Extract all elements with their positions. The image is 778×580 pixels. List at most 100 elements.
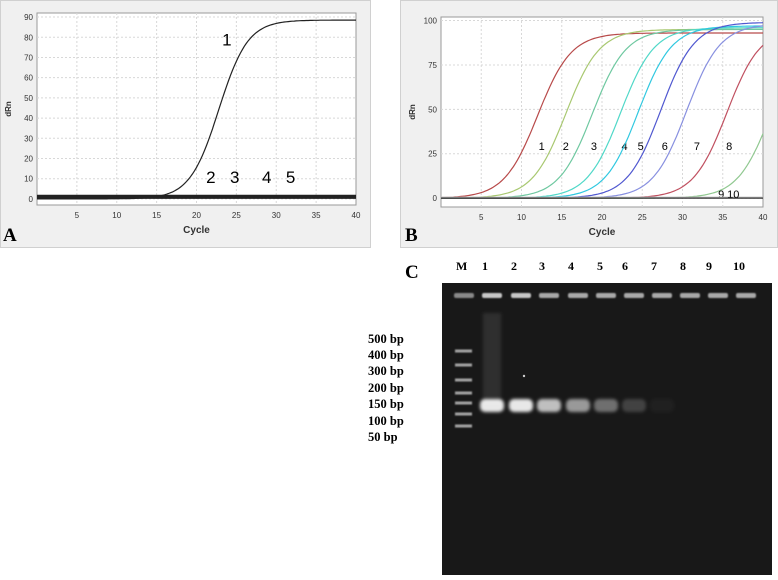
y-tick-label: 50 [428, 105, 437, 114]
well [454, 293, 474, 298]
well [624, 293, 644, 298]
series-label-2: 2 [206, 168, 215, 187]
well [482, 293, 502, 298]
ladder-band [455, 401, 472, 405]
ladder-band [455, 363, 472, 367]
x-tick-label: 15 [152, 211, 161, 220]
x-tick-label: 40 [352, 211, 361, 220]
lane-label-m: M [456, 259, 468, 273]
x-tick-label: 20 [598, 213, 607, 222]
x-tick-label: 35 [718, 213, 727, 222]
series-label-4: 4 [262, 168, 271, 187]
series-label-2: 2 [563, 141, 569, 153]
well [652, 293, 672, 298]
series-label-1: 1 [539, 141, 545, 153]
y-tick-label: 75 [428, 61, 437, 70]
pcr-band [480, 399, 504, 412]
x-tick-label: 5 [75, 211, 80, 220]
y-tick-label: 70 [24, 53, 33, 62]
x-tick-label: 40 [759, 213, 768, 222]
y-axis-label: dRn [408, 104, 417, 120]
series-label-8: 8 [726, 141, 732, 153]
ladder-band [455, 424, 472, 428]
series-label-3: 3 [591, 141, 597, 153]
panel-letter-c: C [405, 262, 419, 283]
series-label-9: 9 [718, 189, 724, 201]
series-label-1: 1 [222, 30, 231, 49]
lane-label-8: 8 [680, 259, 686, 273]
y-tick-label: 10 [24, 175, 33, 184]
ladder-band [455, 391, 472, 395]
series-label-3: 3 [230, 168, 239, 187]
ladder-label-300: 300 bp [368, 364, 404, 378]
panel-letter-b: B [405, 225, 418, 246]
panel-letter-a: A [3, 225, 17, 246]
x-tick-label: 10 [112, 211, 121, 220]
x-tick-label: 35 [312, 211, 321, 220]
plot-area [440, 16, 764, 208]
y-tick-label: 0 [29, 195, 34, 204]
pcr-band [594, 399, 618, 412]
y-tick-label: 90 [24, 13, 33, 22]
ladder-label-100: 100 bp [368, 414, 404, 428]
well [511, 293, 531, 298]
y-axis-label: dRn [4, 101, 13, 117]
lane-label-6: 6 [622, 259, 628, 273]
lane-label-2: 2 [511, 259, 517, 273]
lane-label-4: 4 [568, 259, 574, 273]
y-tick-label: 80 [24, 33, 33, 42]
series-label-4: 4 [621, 141, 627, 153]
gel-image [442, 283, 772, 575]
lane-label-3: 3 [539, 259, 545, 273]
ladder-band [455, 412, 472, 416]
well [708, 293, 728, 298]
speck [522, 374, 526, 378]
y-tick-label: 100 [424, 17, 438, 26]
well [568, 293, 588, 298]
pcr-band [650, 399, 674, 412]
y-tick-label: 40 [24, 114, 33, 123]
lane-label-1: 1 [482, 259, 488, 273]
ladder-band [455, 349, 472, 353]
lane-label-10: 10 [733, 259, 745, 273]
series-label-7: 7 [694, 141, 700, 153]
series-label-5: 5 [286, 168, 295, 187]
y-tick-label: 0 [433, 194, 438, 203]
chart-a: 5 10 15 20 25 30 35 400102030405060708090Cycled… [4, 12, 361, 236]
x-tick-label: 30 [678, 213, 687, 222]
series-label-10: 10 [727, 189, 739, 201]
y-tick-label: 50 [24, 94, 33, 103]
x-axis-label: Cycle [183, 225, 210, 236]
series-label-6: 6 [662, 141, 668, 153]
x-tick-label: 25 [638, 213, 647, 222]
x-tick-label: 20 [192, 211, 201, 220]
y-tick-label: 25 [428, 150, 437, 159]
panel-a: 5 10 15 20 25 30 35 40 0 10 20 30 40 50 60 70 80 90 Cycle d… [0, 0, 371, 248]
y-tick-label: 30 [24, 134, 33, 143]
ladder-label-150: 150 bp [368, 397, 404, 411]
pcr-band [622, 399, 646, 412]
x-tick-label: 10 [517, 213, 526, 222]
lane-label-5: 5 [597, 259, 603, 273]
ladder-label-200: 200 bp [368, 381, 404, 395]
well [680, 293, 700, 298]
well [539, 293, 559, 298]
lane-label-7: 7 [651, 259, 657, 273]
pcr-band [509, 399, 533, 412]
x-tick-label: 30 [272, 211, 281, 220]
ladder-band [455, 378, 472, 382]
series-line-1 [440, 32, 763, 199]
x-tick-label: 25 [232, 211, 241, 220]
panel-b: 5 10 15 20 25 30 35 40 0 25 50 75 100 Cycle dRn 1 2 3 4 5 6 7… [400, 0, 778, 248]
pcr-band [566, 399, 590, 412]
smear [483, 313, 501, 403]
gel-drawing [442, 283, 772, 575]
pcr-band [537, 399, 561, 412]
ladder-label-400: 400 bp [368, 348, 404, 362]
well [596, 293, 616, 298]
x-axis-label: Cycle [589, 227, 616, 238]
series-label-5: 5 [638, 141, 644, 153]
x-tick-label: 5 [479, 213, 484, 222]
x-tick-label: 15 [557, 213, 566, 222]
